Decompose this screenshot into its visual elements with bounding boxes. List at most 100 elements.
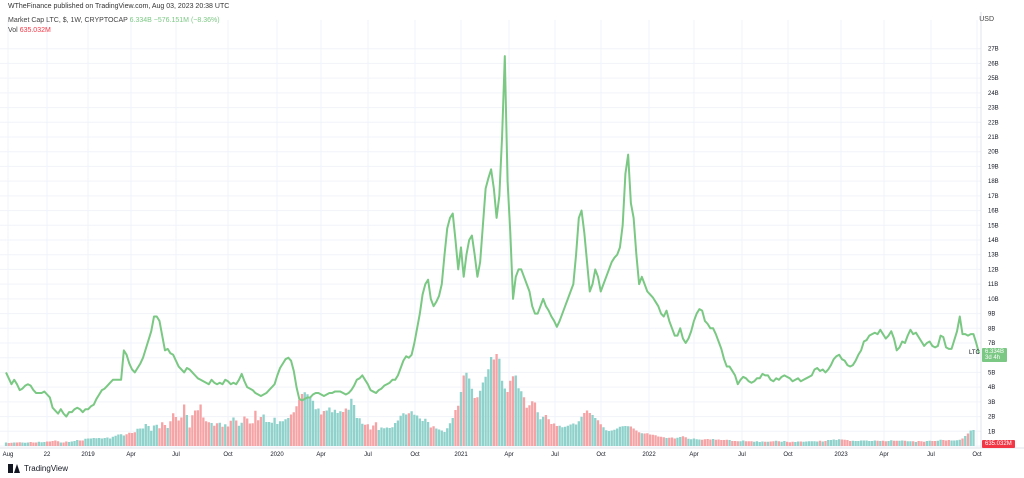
legend-change: −576.151M (−8.36%) xyxy=(153,17,220,24)
volume-bar xyxy=(528,405,531,446)
volume-bar xyxy=(158,428,161,446)
volume-bar xyxy=(350,398,353,446)
volume-bar xyxy=(106,437,109,446)
volume-bar xyxy=(333,409,337,446)
volume-bar xyxy=(330,412,334,446)
volume-bar xyxy=(577,421,580,446)
volume-bar xyxy=(574,424,578,446)
volume-bar xyxy=(92,438,95,446)
x-tick-label: Apr xyxy=(689,452,698,458)
volume-bar xyxy=(243,416,246,446)
volume-bar xyxy=(890,440,893,446)
volume-bar xyxy=(912,441,915,446)
legend-symbol[interactable]: Market Cap LTC, $, 1W, CRYPTOCAP xyxy=(8,17,128,24)
volume-bar xyxy=(484,376,487,446)
volume-bar xyxy=(964,436,967,446)
volume-bar xyxy=(421,421,424,446)
volume-bar xyxy=(895,440,898,446)
legend-last-value: 6.334B xyxy=(129,17,152,24)
volume-bar xyxy=(785,441,789,446)
volume-bar xyxy=(879,441,882,446)
volume-bar xyxy=(229,420,232,446)
volume-bar xyxy=(43,442,46,446)
volume-bar xyxy=(95,438,98,446)
volume-bar xyxy=(827,440,830,446)
volume-bar xyxy=(232,417,235,446)
volume-bar xyxy=(588,413,591,446)
volume-bar xyxy=(722,440,726,446)
volume-bar xyxy=(320,414,323,446)
volume-bar xyxy=(495,354,498,446)
volume-bar xyxy=(18,442,21,446)
volume-bar xyxy=(777,441,781,446)
volume-bar xyxy=(62,442,65,446)
volume-bar xyxy=(78,440,82,446)
volume-bar xyxy=(805,441,808,446)
volume-bar xyxy=(270,422,274,446)
volume-bar xyxy=(306,394,309,446)
volume-bar xyxy=(533,402,537,446)
volume-bar xyxy=(796,441,800,446)
volume-bar xyxy=(193,410,197,446)
volume-bar xyxy=(311,400,315,446)
volume-bar xyxy=(717,439,720,446)
volume-bar xyxy=(651,434,654,446)
volume-bar xyxy=(659,436,663,446)
volume-bar xyxy=(100,438,104,446)
y-tick-label: 9B xyxy=(988,312,995,318)
currency-label[interactable]: USD xyxy=(979,16,994,23)
legend-vol-label[interactable]: Vol xyxy=(8,27,18,34)
volume-bar xyxy=(711,439,715,446)
volume-bar xyxy=(317,408,320,446)
volume-bar xyxy=(851,440,855,446)
volume-bar xyxy=(561,427,564,446)
x-tick-label: 2023 xyxy=(834,452,848,458)
volume-bar xyxy=(276,424,279,446)
volume-bar xyxy=(517,388,520,446)
volume-bar xyxy=(204,421,208,446)
volume-bar xyxy=(654,435,657,446)
volume-bar xyxy=(457,405,460,446)
volume-bar xyxy=(284,419,287,446)
volume-bar xyxy=(410,411,413,446)
volume-bar xyxy=(172,413,175,446)
volume-bar xyxy=(816,441,819,446)
tradingview-mark-icon xyxy=(8,464,20,473)
attribution-text: WTheFinance published on TradingView.com… xyxy=(8,3,230,10)
volume-bar xyxy=(404,414,408,446)
volume-bar xyxy=(901,440,904,446)
y-tick-label: 14B xyxy=(988,238,999,244)
volume-bar xyxy=(303,392,306,446)
volume-bar xyxy=(605,430,608,446)
volume-bar xyxy=(572,423,575,446)
market-cap-line xyxy=(5,55,980,418)
volume-bar xyxy=(196,410,200,446)
volume-bar xyxy=(788,442,792,446)
volume-bar xyxy=(429,427,432,446)
x-tick-label: 22 xyxy=(44,452,51,458)
volume-bar xyxy=(865,440,868,446)
x-tick-label: Oct xyxy=(410,452,420,458)
y-tick-label: 22B xyxy=(988,120,999,126)
volume-bar xyxy=(278,421,282,446)
volume-bar xyxy=(147,426,150,446)
y-tick-label: 1B xyxy=(988,429,995,435)
volume-bar xyxy=(626,426,630,446)
volume-bar xyxy=(4,442,8,446)
volume-bar xyxy=(772,441,775,446)
tradingview-logo[interactable]: TradingView xyxy=(8,464,68,473)
volume-bar xyxy=(580,416,583,446)
volume-bar xyxy=(681,436,685,446)
volume-bar xyxy=(489,357,493,446)
volume-bar xyxy=(125,434,128,446)
volume-bar xyxy=(950,440,953,446)
volume-bar xyxy=(624,426,627,446)
volume-bar xyxy=(218,422,221,446)
volume-bar xyxy=(355,418,358,446)
volume-bar xyxy=(555,426,559,446)
volume-bar xyxy=(684,437,687,446)
volume-bar xyxy=(424,418,427,446)
volume-bar xyxy=(81,440,84,446)
volume-bar xyxy=(846,440,849,446)
volume-bar xyxy=(873,440,876,446)
